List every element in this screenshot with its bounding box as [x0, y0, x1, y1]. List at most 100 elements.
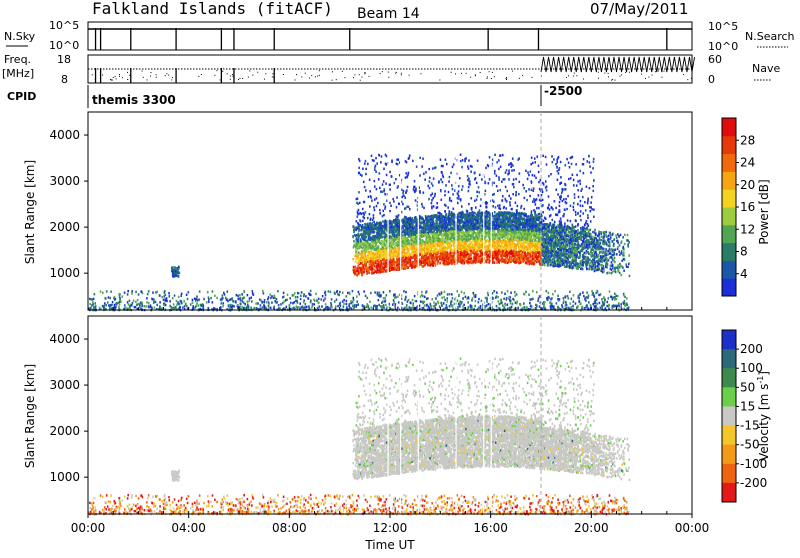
nave-point: [491, 78, 492, 79]
power-heatmap-cells: [88, 150, 630, 311]
nave-point: [612, 79, 613, 80]
power-cell: [194, 298, 196, 300]
power-cell: [352, 290, 354, 292]
power-cell: [212, 290, 214, 292]
power-cell: [587, 297, 589, 299]
power-cell: [320, 298, 322, 300]
power-cell: [270, 307, 272, 309]
power-cell: [602, 305, 604, 307]
power-cell: [439, 293, 441, 295]
power-cell: [114, 296, 116, 298]
power-cell: [412, 299, 414, 301]
power-cell: [424, 296, 426, 298]
nave-point: [248, 77, 249, 78]
power-cell: [598, 294, 600, 296]
power-cell: [604, 298, 606, 300]
power-cell: [433, 305, 435, 307]
power-cell: [343, 299, 345, 301]
nave-point: [465, 73, 466, 74]
power-cell: [627, 304, 629, 306]
nave-point: [506, 79, 507, 80]
power-cell: [488, 303, 490, 305]
power-cell: [372, 307, 374, 309]
power-cell: [543, 304, 545, 306]
power-cell: [317, 299, 319, 301]
power-cell: [264, 299, 266, 301]
nave-point: [522, 75, 523, 76]
power-cell: [431, 298, 433, 300]
power-cell: [356, 300, 358, 302]
power-cell: [356, 295, 358, 297]
power-cell: [288, 304, 290, 306]
power-cell: [175, 270, 177, 272]
power-cell: [514, 295, 516, 297]
power-cell: [440, 302, 442, 304]
power-cell: [523, 302, 525, 304]
power-cell: [190, 303, 192, 305]
nave-point: [342, 71, 343, 72]
power-cell: [416, 300, 418, 302]
power-cell: [203, 298, 205, 300]
power-cell: [422, 301, 424, 303]
power-cell: [580, 239, 582, 241]
power-cell: [163, 299, 165, 301]
nave-point: [461, 73, 462, 74]
power-cell: [247, 301, 249, 303]
power-cell: [363, 290, 365, 292]
power-cell: [379, 294, 381, 296]
power-cell: [206, 301, 208, 303]
power-cell: [166, 297, 168, 299]
power-cell: [617, 270, 619, 272]
cpid-label: CPID: [7, 90, 36, 103]
power-cell: [397, 307, 399, 309]
power-cell: [558, 229, 560, 231]
power-cell: [192, 299, 194, 301]
cpid-change-value: -2500: [544, 84, 582, 98]
nave-point: [648, 77, 649, 78]
power-cell: [624, 300, 626, 302]
power-cell: [589, 268, 591, 270]
power-cell: [473, 294, 475, 296]
power-cell: [340, 305, 342, 307]
power-cell: [178, 266, 180, 268]
nave-point: [451, 72, 452, 73]
power-cell: [164, 302, 166, 304]
power-cell: [247, 294, 249, 296]
power-cell: [592, 246, 594, 248]
power-cell: [414, 295, 416, 297]
power-cell: [313, 303, 315, 305]
power-cell: [600, 307, 602, 309]
power-cell: [374, 291, 376, 293]
power-cell: [375, 305, 377, 307]
nave-point: [122, 77, 123, 78]
power-cell: [309, 293, 311, 295]
power-cell: [315, 293, 317, 295]
power-cell: [325, 291, 327, 293]
power-cell: [118, 306, 120, 308]
nave-point: [380, 73, 381, 74]
nave-point: [531, 77, 532, 78]
nave-point: [619, 76, 620, 77]
power-cell: [356, 267, 358, 269]
power-cell: [208, 301, 210, 303]
nave-point: [492, 72, 493, 73]
power-cell: [89, 303, 91, 305]
power-cell: [378, 304, 380, 306]
power-cell: [212, 301, 214, 303]
power-cell: [186, 294, 188, 296]
nave-point: [409, 75, 410, 76]
nave-point: [198, 76, 199, 77]
nsky-panel-frame: [88, 22, 692, 50]
power-cell: [285, 306, 287, 308]
power-cell: [180, 295, 182, 297]
nave-point: [663, 71, 664, 72]
power-cell: [426, 256, 428, 258]
power-cell: [179, 306, 181, 308]
power-cell: [383, 291, 385, 293]
power-cell: [529, 298, 531, 300]
nsearch-scale-top: 10^5: [708, 20, 738, 33]
freq-trace: [88, 57, 695, 83]
power-cell: [578, 300, 580, 302]
nave-point: [216, 70, 217, 71]
nave-point: [658, 70, 659, 71]
